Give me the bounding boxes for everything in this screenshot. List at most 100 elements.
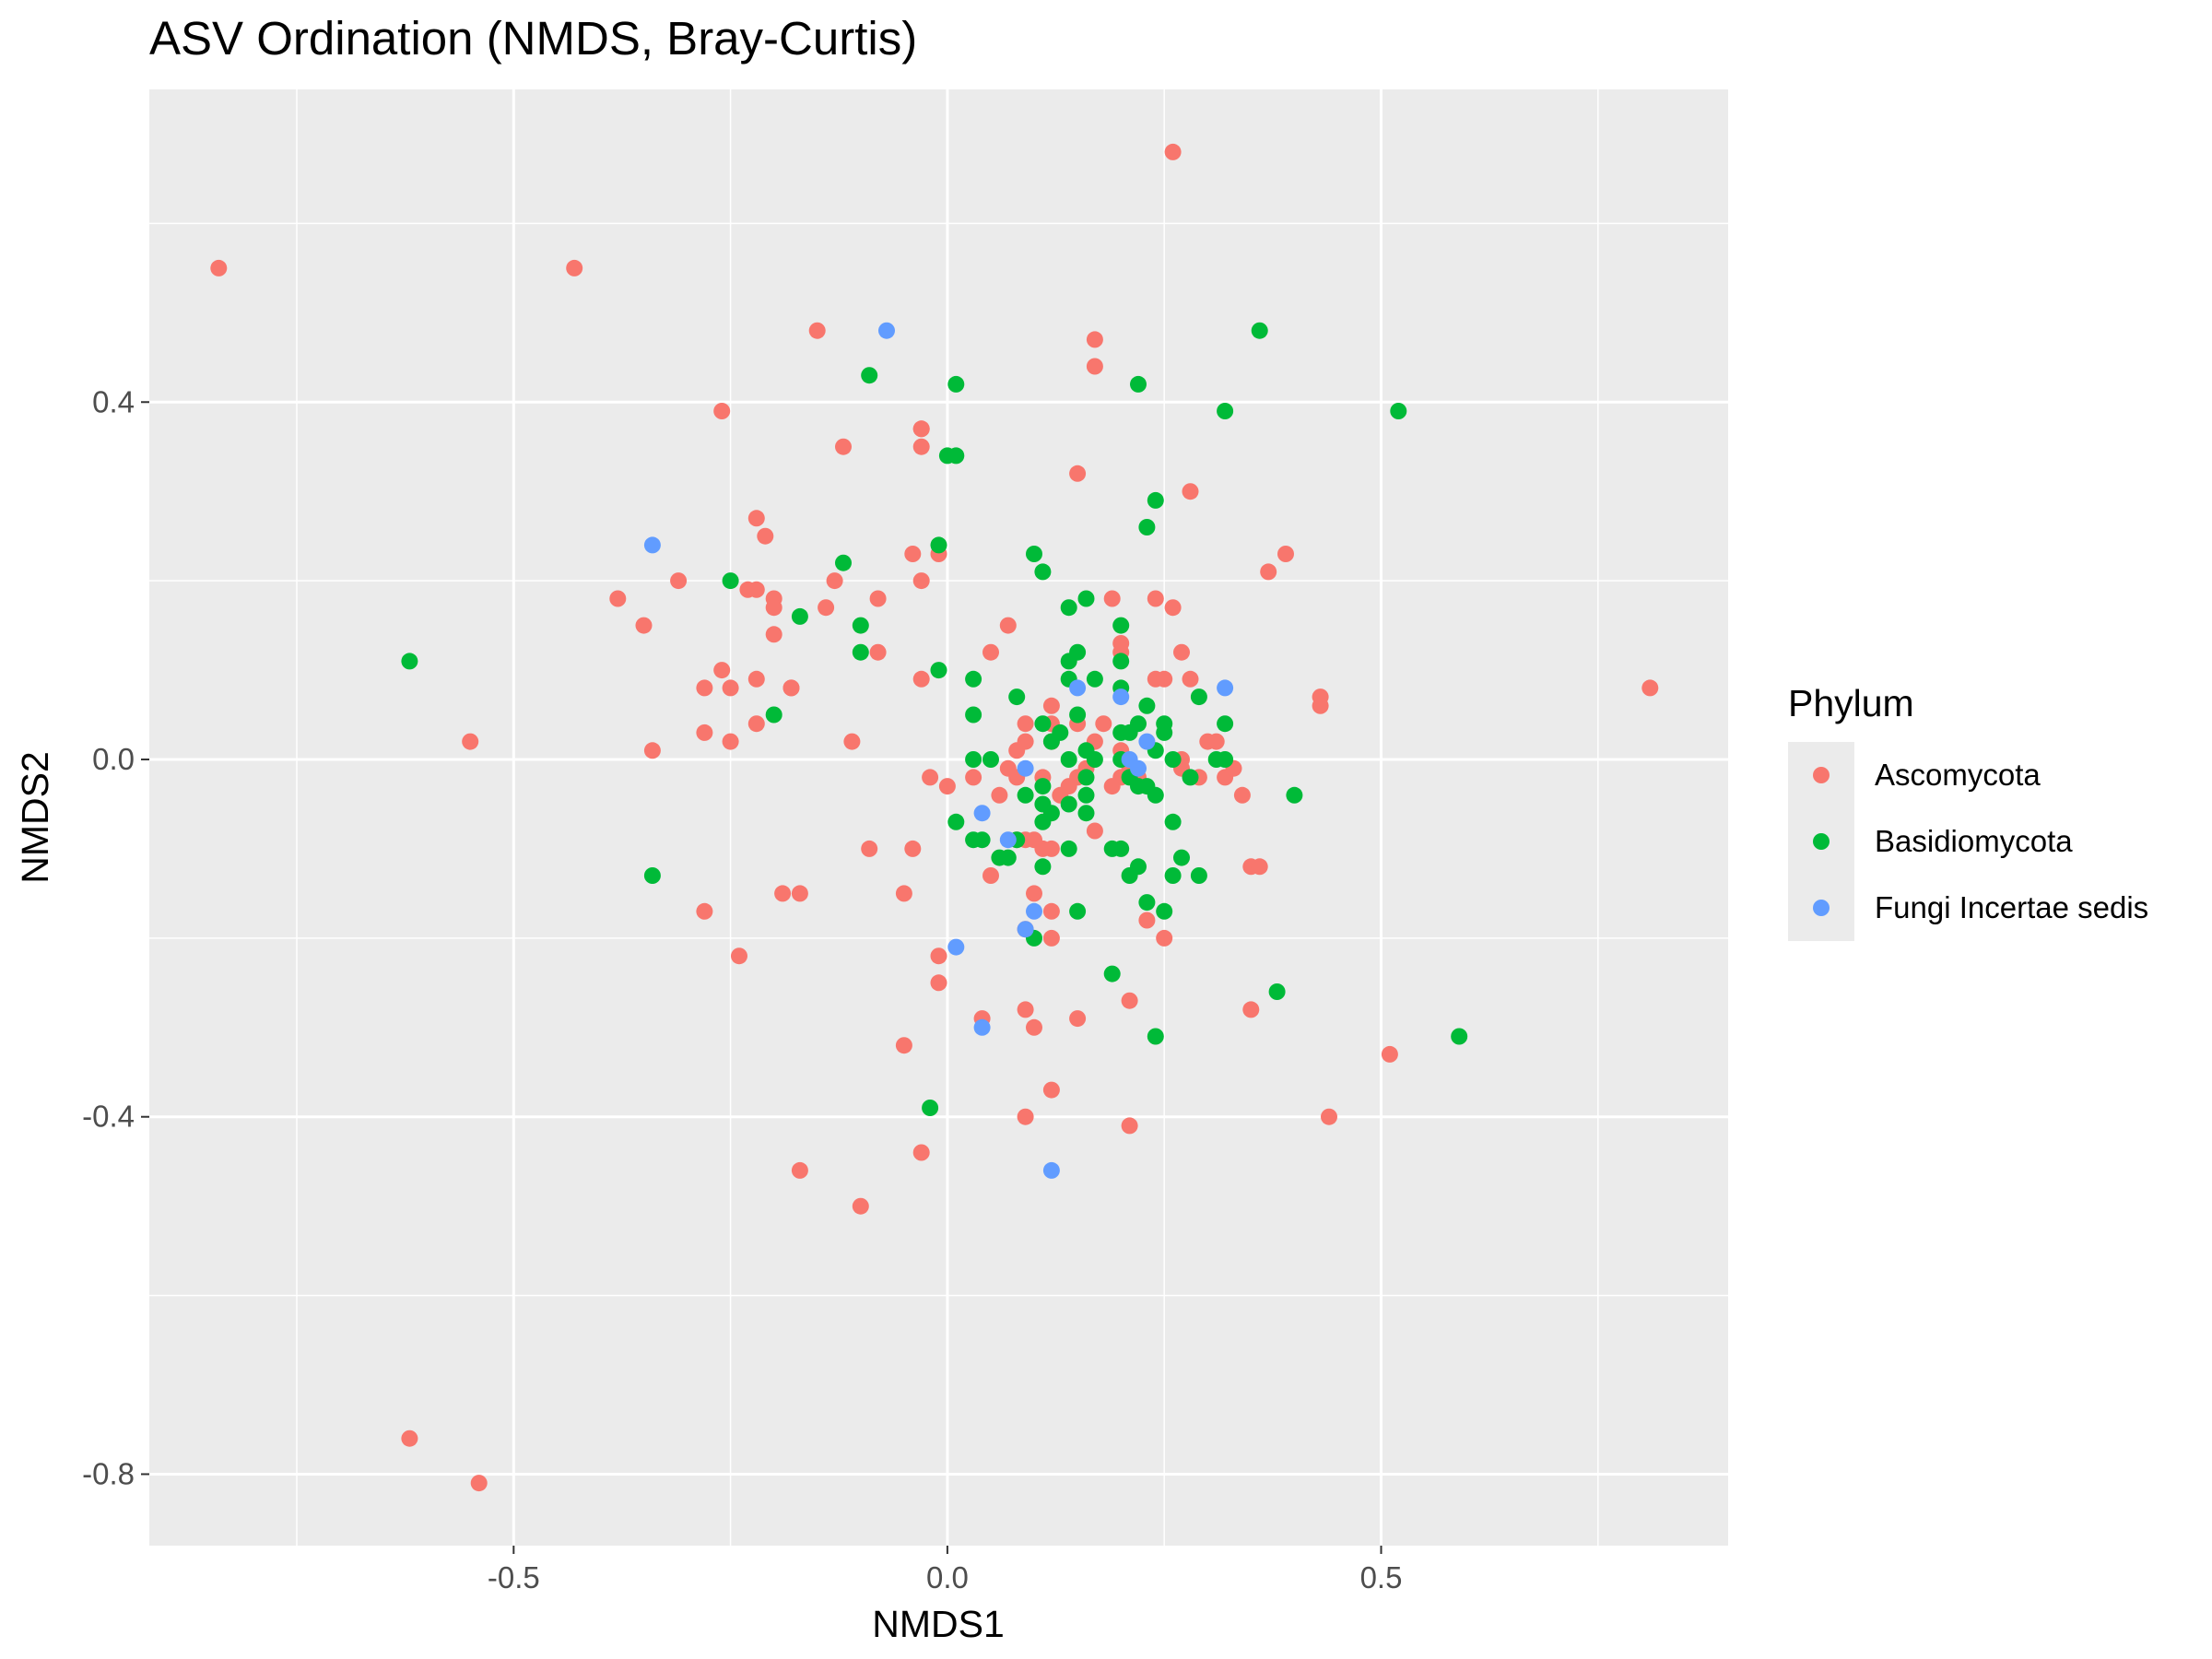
data-point <box>1173 849 1190 866</box>
legend-item: Fungi Incertae sedis <box>1788 875 2148 941</box>
data-point <box>895 1037 912 1054</box>
data-point <box>1069 679 1087 697</box>
data-point <box>1190 688 1207 706</box>
data-point <box>938 778 956 795</box>
y-tick-label: 0.4 <box>92 384 135 418</box>
data-point <box>930 536 947 554</box>
data-point <box>401 1430 418 1447</box>
data-point <box>1173 643 1190 661</box>
data-point <box>791 1161 808 1179</box>
data-point <box>765 706 782 724</box>
data-point <box>982 867 999 884</box>
data-point <box>1077 805 1095 822</box>
plot-panel <box>149 89 1728 1546</box>
data-point <box>991 786 1008 804</box>
data-point <box>757 527 774 545</box>
data-point <box>722 733 739 750</box>
data-point <box>1217 403 1234 419</box>
data-point <box>1112 688 1130 706</box>
data-point <box>1112 617 1130 634</box>
data-point <box>747 670 765 688</box>
data-point <box>1086 670 1103 688</box>
data-point <box>1077 590 1095 607</box>
data-point <box>1042 697 1060 714</box>
data-point <box>1060 840 1077 857</box>
data-point <box>1147 590 1164 607</box>
legend-label: Ascomycota <box>1875 758 2041 792</box>
data-point <box>1017 921 1034 938</box>
data-point <box>947 447 965 465</box>
legend-item: Basidiomycota <box>1788 808 2148 875</box>
data-point <box>1103 965 1121 982</box>
data-point <box>1026 885 1042 902</box>
data-point <box>869 590 887 607</box>
data-point <box>1008 688 1026 706</box>
data-point <box>722 679 739 697</box>
data-point <box>869 643 887 661</box>
data-point <box>696 679 713 697</box>
data-point <box>1217 715 1234 733</box>
data-point <box>643 867 661 884</box>
data-point <box>1130 375 1147 393</box>
data-point <box>1156 724 1173 741</box>
data-point <box>1138 894 1156 912</box>
data-point <box>843 733 861 750</box>
data-point <box>922 769 939 786</box>
data-point <box>635 617 653 634</box>
data-point <box>1060 795 1077 813</box>
data-point <box>982 751 999 768</box>
data-point <box>1034 563 1052 581</box>
data-point <box>1026 902 1042 920</box>
data-point <box>1207 733 1225 750</box>
data-point <box>852 1197 869 1215</box>
minor-gridlines <box>149 89 1728 1546</box>
legend: Phylum Ascomycota Basidiomycota Fungi Ince… <box>1788 682 2148 941</box>
data-point <box>965 769 982 786</box>
data-point <box>1164 599 1182 617</box>
legend-key <box>1788 875 1854 941</box>
legend-dot <box>1813 900 1830 916</box>
data-point <box>973 805 991 822</box>
data-point <box>1312 697 1329 714</box>
data-point <box>747 510 765 527</box>
data-point <box>861 367 878 384</box>
data-point <box>643 742 661 759</box>
data-point <box>912 1144 930 1161</box>
data-point <box>1069 902 1087 920</box>
data-point <box>999 849 1017 866</box>
data-point <box>1251 858 1268 876</box>
data-point <box>1042 902 1060 920</box>
data-point <box>747 581 765 598</box>
data-point <box>1147 1028 1164 1045</box>
data-point <box>904 546 922 562</box>
data-point <box>1103 590 1121 607</box>
data-point <box>1207 751 1225 768</box>
x-axis-title: NMDS1 <box>872 1603 1005 1645</box>
data-point <box>999 617 1017 634</box>
data-point <box>1077 769 1095 786</box>
data-point <box>1034 858 1052 876</box>
data-point <box>930 662 947 679</box>
points-layer <box>210 143 1659 1492</box>
data-point <box>1381 1045 1398 1063</box>
data-point <box>1121 992 1138 1009</box>
data-point <box>835 438 852 455</box>
data-point <box>765 599 782 617</box>
data-point <box>1182 769 1199 786</box>
data-point <box>965 670 982 688</box>
data-point <box>947 938 965 956</box>
data-point <box>852 643 869 661</box>
data-point <box>696 724 713 741</box>
data-point <box>1164 143 1182 160</box>
data-point <box>1077 786 1095 804</box>
data-point <box>1042 1081 1060 1099</box>
data-point <box>947 375 965 393</box>
data-point <box>999 831 1017 849</box>
data-point <box>1130 759 1147 777</box>
data-point <box>1008 742 1026 759</box>
major-gridlines <box>149 89 1728 1546</box>
data-point <box>1042 1161 1060 1179</box>
data-point <box>1042 733 1060 750</box>
legend-title: Phylum <box>1788 682 1914 724</box>
